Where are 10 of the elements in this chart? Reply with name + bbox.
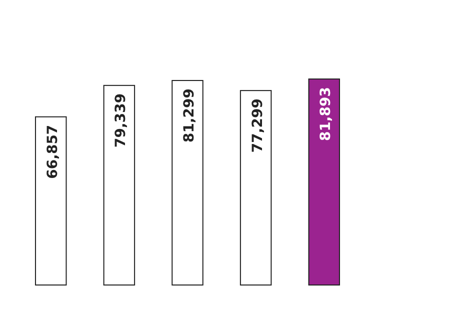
- bar: [240, 90, 272, 286]
- bar: [308, 78, 340, 286]
- data-label: 81,299: [182, 88, 198, 143]
- data-label: 79,339: [113, 93, 130, 148]
- bar: [172, 80, 204, 286]
- data-label: 66,857: [44, 124, 61, 179]
- bar: [34, 116, 67, 286]
- data-label: 77,299: [250, 98, 266, 153]
- data-label: 81,893: [318, 87, 334, 142]
- bar: [103, 84, 136, 286]
